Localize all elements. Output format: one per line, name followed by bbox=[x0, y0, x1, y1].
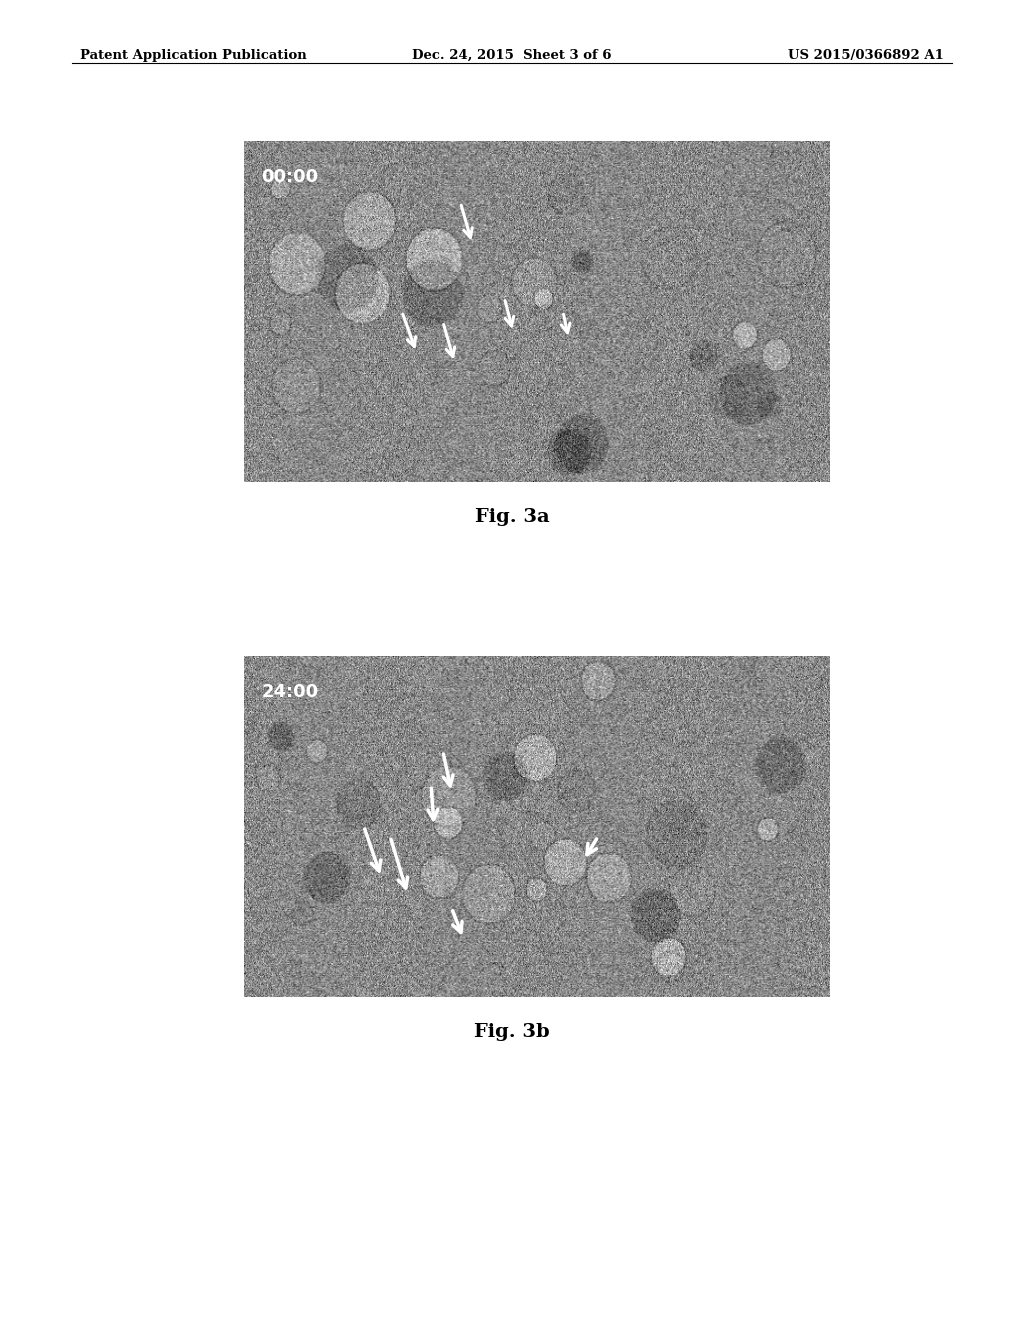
Text: Dec. 24, 2015  Sheet 3 of 6: Dec. 24, 2015 Sheet 3 of 6 bbox=[413, 49, 611, 62]
Text: US 2015/0366892 A1: US 2015/0366892 A1 bbox=[788, 49, 944, 62]
Text: 24:00: 24:00 bbox=[261, 684, 318, 701]
Text: 00:00: 00:00 bbox=[261, 169, 318, 186]
Text: Fig. 3a: Fig. 3a bbox=[475, 508, 549, 527]
Text: Patent Application Publication: Patent Application Publication bbox=[80, 49, 306, 62]
Text: Fig. 3b: Fig. 3b bbox=[474, 1023, 550, 1041]
